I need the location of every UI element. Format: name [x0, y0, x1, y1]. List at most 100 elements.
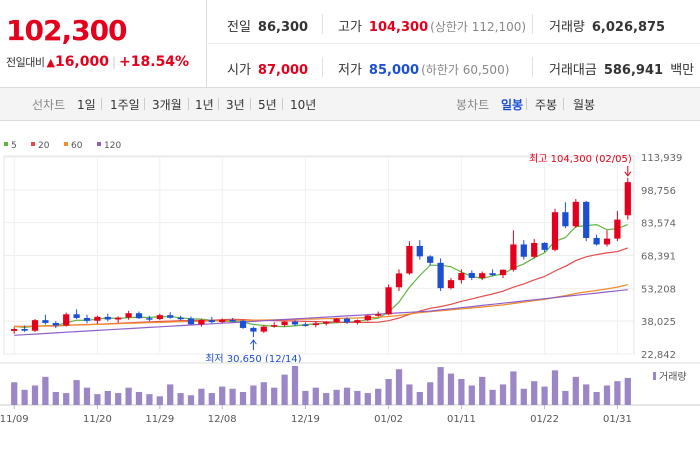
- candle-body: [458, 272, 465, 281]
- tab-1d[interactable]: 1일: [77, 98, 96, 112]
- min-arrow-head-icon: [250, 339, 257, 345]
- candle-body: [354, 320, 361, 323]
- ma-60-line: [14, 284, 628, 328]
- volume-bar: [541, 386, 548, 405]
- volume-bar: [198, 388, 205, 405]
- volume-bar: [437, 367, 444, 405]
- price-panel: 102,300 전일대비 ▲16,000 | +18.54%: [0, 0, 207, 87]
- volume-bar: [291, 366, 299, 405]
- candle-body: [52, 322, 59, 326]
- candle-body: [208, 320, 215, 323]
- trade-amount: 거래대금 586,941 백만: [549, 59, 700, 78]
- candle-body: [11, 329, 18, 331]
- tab-3m[interactable]: 3개월: [152, 98, 182, 112]
- volume-bar: [499, 384, 507, 405]
- tab-1y[interactable]: 1년: [195, 98, 214, 112]
- change-percent: +18.54%: [119, 54, 190, 70]
- candle-body: [624, 182, 631, 216]
- open-label: 시가: [227, 63, 251, 78]
- volume-bar: [479, 376, 486, 405]
- tab-weekly[interactable]: 주봉: [535, 98, 558, 112]
- candle-chart-label: 봉차트: [456, 98, 490, 112]
- candle-body: [531, 242, 538, 257]
- volume-bar: [239, 392, 247, 405]
- line-chart-label: 선차트: [32, 98, 66, 112]
- tab-daily[interactable]: 일봉: [501, 98, 524, 112]
- divider: [101, 98, 102, 110]
- divider: [532, 14, 533, 34]
- volume-bar: [427, 382, 434, 405]
- volume-legend-label: 거래량: [659, 371, 687, 383]
- candle-body: [63, 314, 70, 326]
- y-axis: 113,939 98,756 83,574 68,391 53,208 38,025 22,…: [641, 153, 682, 361]
- candle-body: [583, 201, 590, 238]
- candle-body: [541, 242, 548, 250]
- candle-body: [260, 326, 267, 332]
- volume-bar: [125, 387, 132, 405]
- candle-body: [312, 323, 319, 326]
- candle-body: [416, 245, 423, 257]
- volume-bar: [354, 390, 361, 405]
- volume-bar: [302, 390, 309, 405]
- volume-bar: [52, 392, 59, 405]
- candle-body: [104, 316, 111, 320]
- change-amount: 16,000: [54, 54, 109, 70]
- candlestick-chart: 5 20 60 120 113,939 98,756 83,574 68,391 53,208…: [0, 141, 700, 425]
- volume-bar: [83, 387, 91, 405]
- legend-swatch-120: [97, 142, 101, 146]
- candle-body: [135, 313, 143, 319]
- y-tick-label: 113,939: [641, 153, 682, 164]
- candle-body: [489, 273, 496, 276]
- tab-1w[interactable]: 1주일: [110, 98, 140, 112]
- divider: [563, 98, 564, 110]
- divider: [188, 98, 189, 110]
- volume-bar: [395, 369, 403, 405]
- y-tick-label: 68,391: [641, 251, 676, 262]
- legend-label-5: 5: [11, 141, 17, 151]
- legend-label-60: 60: [71, 141, 83, 151]
- volume-bar: [135, 392, 143, 405]
- x-tick-label: 01/02: [374, 414, 403, 425]
- divider: [144, 98, 145, 110]
- volume-bar: [447, 373, 455, 405]
- volume-panel: 거래량: [0, 362, 700, 406]
- candle-body: [177, 317, 184, 320]
- x-axis: 11/09 11/20 11/29 12/08 12/19 01/02 01/11 01/22…: [0, 405, 632, 425]
- candle-body: [229, 319, 236, 322]
- x-tick-label: 01/31: [603, 414, 632, 425]
- trade-amount-value: 586,941: [603, 63, 664, 78]
- candles: [11, 177, 631, 338]
- tab-5y[interactable]: 5년: [258, 98, 277, 112]
- volume-bar: [94, 394, 101, 405]
- high-value: 104,300: [368, 20, 429, 35]
- tab-monthly[interactable]: 월봉: [573, 98, 596, 112]
- volume-bar: [11, 382, 18, 405]
- candle-body: [21, 329, 28, 331]
- price-change: 전일대비 ▲16,000 | +18.54%: [6, 54, 189, 70]
- candle-body: [42, 320, 49, 323]
- candle-body: [239, 320, 247, 328]
- low-label: 저가: [338, 63, 362, 78]
- candle-body: [479, 273, 486, 278]
- x-tick-label: 01/22: [530, 414, 559, 425]
- volume-bar: [167, 384, 174, 405]
- volume-value: 6,026,875: [591, 20, 666, 35]
- volume-bar: [593, 392, 600, 405]
- divider: [532, 57, 533, 77]
- volume-bar: [624, 377, 631, 405]
- candle-body: [614, 219, 621, 239]
- tab-10y[interactable]: 10년: [290, 98, 317, 112]
- divider: [526, 98, 527, 110]
- legend-swatch-20: [31, 142, 35, 146]
- volume-bar: [562, 390, 569, 405]
- candle-body: [603, 238, 611, 245]
- candle-body: [385, 287, 392, 315]
- volume-bar: [312, 387, 319, 405]
- legend-label-120: 120: [104, 141, 121, 151]
- volume-bar: [572, 376, 579, 405]
- candle-body: [510, 244, 517, 270]
- divider: [218, 98, 219, 110]
- tab-3y[interactable]: 3년: [226, 98, 245, 112]
- divider: [322, 57, 323, 77]
- ma-20-line: [14, 247, 629, 328]
